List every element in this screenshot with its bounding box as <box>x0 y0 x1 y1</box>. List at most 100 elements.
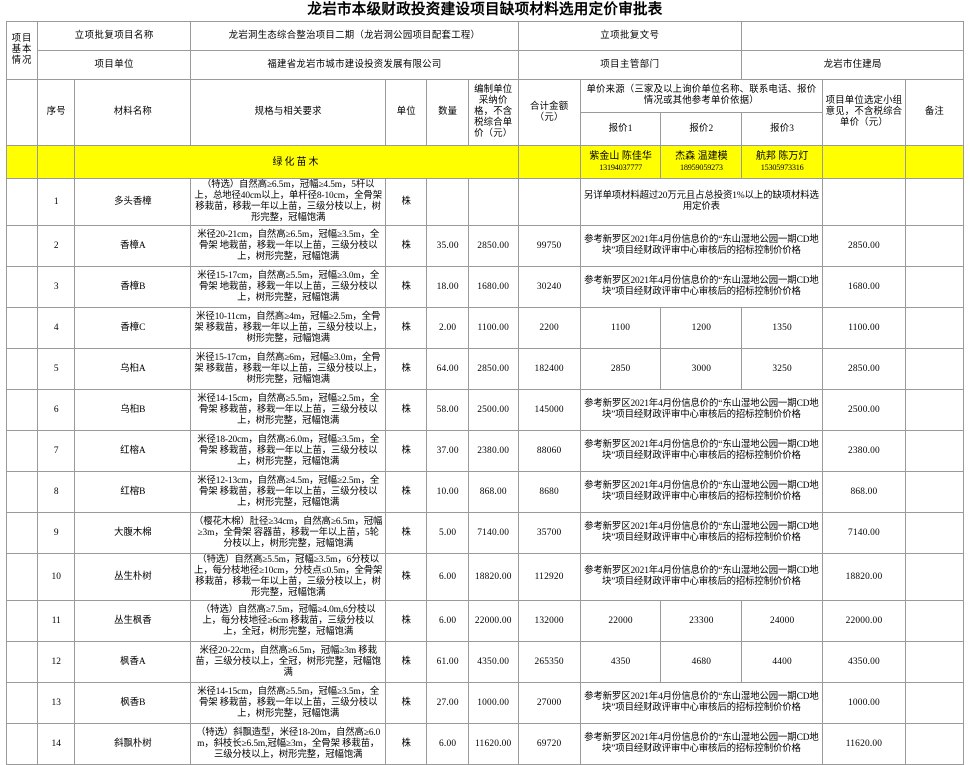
cell-unit: 株 <box>385 389 428 431</box>
cell-amount: 35700 <box>517 512 581 554</box>
cell-spec: 米径15-17cm，自然高≥5.5m，冠幅≥3.0m，全骨架 地栽苗，移栽一年以… <box>190 266 387 308</box>
cell-price-source: 参考新罗区2021年4月份信息价的“东山湿地公园一期CD地块”项目经财政评审中心… <box>579 225 824 267</box>
col-header-quote1: 报价1 <box>579 112 662 146</box>
cell-unit: 株 <box>385 348 428 390</box>
cell-committee-price: 2850.00 <box>822 225 906 267</box>
vendor-2-tel: 18959059273 <box>679 163 723 172</box>
cell-remark <box>904 389 965 431</box>
cell-material: 红榕A <box>74 430 192 472</box>
cell-index: 8 <box>37 471 76 513</box>
table-row: 3 香樟B 米径15-17cm，自然高≥5.5m，冠幅≥3.0m，全骨架 地栽苗，移… <box>5 266 965 308</box>
row-spacer <box>5 225 39 267</box>
table-row: 14 斜飘朴树 （特选）斜飘造型，米径18-20m，自然高≥6.0m，斜枝长≥6.5… <box>5 723 965 765</box>
section-vendor-3: 航邦 陈万灯 15305973316 <box>741 145 824 179</box>
cell-committee-price: 22000.00 <box>822 600 906 642</box>
cell-qty: 6.00 <box>426 600 469 642</box>
cell-price-source: 另详单项材料超过20万元且占总投资1%以上的缺项材料选用定价表 <box>579 178 824 226</box>
cell-unit-price: 1100.00 <box>467 307 519 349</box>
col-header-qty: 数量 <box>426 79 469 146</box>
cell-unit-price: 2380.00 <box>467 430 519 472</box>
col-header-source-group: 单价来源（三家及以上询价单位名称、联系电话、报价情况或其他参考单价依据） <box>579 79 824 113</box>
cell-remark <box>904 471 965 513</box>
cell-amount <box>517 178 581 226</box>
cell-material: 香樟B <box>74 266 192 308</box>
cell-quote3: 1350 <box>741 307 824 349</box>
table-row: 8 红榕B 米径12-13cm，自然高≥4.5m，冠幅≥2.5m，全骨架 移栽苗，移… <box>5 471 965 513</box>
label-project-unit: 项目单位 <box>37 50 192 80</box>
cell-spec: 米径14-15cm，自然高≥5.5m，冠幅≥3.5m，全骨架 移栽苗，移栽一年以… <box>190 682 387 724</box>
cell-committee-price: 2380.00 <box>822 430 906 472</box>
cell-qty: 5.00 <box>426 512 469 554</box>
row-spacer <box>5 348 39 390</box>
cell-unit: 株 <box>385 266 428 308</box>
cell-unit-price: 1000.00 <box>467 682 519 724</box>
table-row: 13 枫香B 米径14-15cm，自然高≥5.5m，冠幅≥3.5m，全骨架 移栽苗，… <box>5 682 965 724</box>
table-row: 11 丛生枫香 （特选）自然高≥7.5m，冠幅≥4.0m,6分枝以上，每分枝地径≥6… <box>5 600 965 642</box>
cell-quote2: 1200 <box>660 307 743 349</box>
page-title: 龙岩市本级财政投资建设项目缺项材料选用定价审批表 <box>307 2 663 18</box>
cell-index: 14 <box>37 723 76 765</box>
vendor-1-name: 紫金山 陈佳华 <box>589 151 652 162</box>
cell-spec: 米径18-20cm，自然高≥6.0m，冠幅≥3.5m，全骨架 移栽苗，移栽一年以… <box>190 430 387 472</box>
cell-quote1: 22000 <box>579 600 662 642</box>
cell-quote1: 4350 <box>579 641 662 683</box>
cell-material: 丛生枫香 <box>74 600 192 642</box>
vendor-3-name: 航邦 陈万灯 <box>755 151 809 162</box>
section-vendor-2: 杰森 温建模 18959059273 <box>660 145 743 179</box>
cell-amount: 112920 <box>517 553 581 601</box>
row-spacer <box>5 641 39 683</box>
vendor-3-tel: 15305973316 <box>760 163 804 172</box>
cell-spec: 米径20-22cm，自然高≥6.5m，冠幅≥3m 移栽苗，三级分枝以上，全冠，树… <box>190 641 387 683</box>
cell-committee-price: 1100.00 <box>822 307 906 349</box>
cell-index: 7 <box>37 430 76 472</box>
section-remark <box>904 145 965 179</box>
cell-remark <box>904 266 965 308</box>
cell-qty: 64.00 <box>426 348 469 390</box>
cell-amount: 145000 <box>517 389 581 431</box>
cell-remark <box>904 682 965 724</box>
cell-amount: 27000 <box>517 682 581 724</box>
cell-spec: 米径12-13cm，自然高≥4.5m，冠幅≥2.5m，全骨架 移栽苗，移栽一年以… <box>190 471 387 513</box>
col-header-amount: 合计金额（元） <box>517 79 581 146</box>
table-row: 6 乌桕B 米径14-15cm，自然高≥5.5m，冠幅≥2.5m，全骨架 移栽苗，移… <box>5 389 965 431</box>
table-row: 1 多头香樟 （特选）自然高≥6.5m，冠幅≥4.5m，5杆以上，总地径40cm以上… <box>5 178 965 226</box>
cell-price-source: 参考新罗区2021年4月份信息价的“东山湿地公园一期CD地块”项目经财政评审中心… <box>579 723 824 765</box>
table-row: 12 枫香A 米径20-22cm，自然高≥6.5m，冠幅≥3m 移栽苗，三级分枝以上… <box>5 641 965 683</box>
cell-qty: 58.00 <box>426 389 469 431</box>
cell-amount: 265350 <box>517 641 581 683</box>
cell-quote3: 3250 <box>741 348 824 390</box>
cell-quote3: 24000 <box>741 600 824 642</box>
section-vendor-1: 紫金山 陈佳华 13194037777 <box>579 145 662 179</box>
cell-amount: 99750 <box>517 225 581 267</box>
col-header-spec: 规格与相关要求 <box>190 79 387 146</box>
row-spacer <box>5 307 39 349</box>
cell-unit-price: 868.00 <box>467 471 519 513</box>
row-spacer <box>5 723 39 765</box>
cell-quote3: 4400 <box>741 641 824 683</box>
row-spacer <box>5 682 39 724</box>
row-spacer <box>5 512 39 554</box>
cell-committee-price: 1000.00 <box>822 682 906 724</box>
cell-remark <box>904 178 965 226</box>
cell-unit: 株 <box>385 178 428 226</box>
cell-committee-price: 7140.00 <box>822 512 906 554</box>
row-spacer <box>5 600 39 642</box>
cell-material: 斜飘朴树 <box>74 723 192 765</box>
cell-index: 3 <box>37 266 76 308</box>
cell-qty: 61.00 <box>426 641 469 683</box>
project-info-row-1: 项目基本情况 立项批复项目名称 龙岩洞生态综合整治项目二期（龙岩洞公园项目配套工… <box>5 21 964 80</box>
cell-qty: 6.00 <box>426 553 469 601</box>
cell-price-source: 参考新罗区2021年4月份信息价的“东山湿地公园一期CD地块”项目经财政评审中心… <box>579 512 824 554</box>
value-project-name: 龙岩洞生态综合整治项目二期（龙岩洞公园项目配套工程） <box>190 21 519 51</box>
cell-unit: 株 <box>385 307 428 349</box>
section-index <box>37 145 76 179</box>
cell-unit-price: 22000.00 <box>467 600 519 642</box>
cell-spec: （特选）斜飘造型，米径18-20m，自然高≥6.0m，斜枝长≥6.5m,冠幅≥3… <box>190 723 387 765</box>
cell-material: 大腹木棉 <box>74 512 192 554</box>
cell-amount: 182400 <box>517 348 581 390</box>
cell-remark <box>904 348 965 390</box>
cell-unit: 株 <box>385 430 428 472</box>
vendor-2-name: 杰森 温建模 <box>675 151 728 162</box>
cell-remark <box>904 512 965 554</box>
